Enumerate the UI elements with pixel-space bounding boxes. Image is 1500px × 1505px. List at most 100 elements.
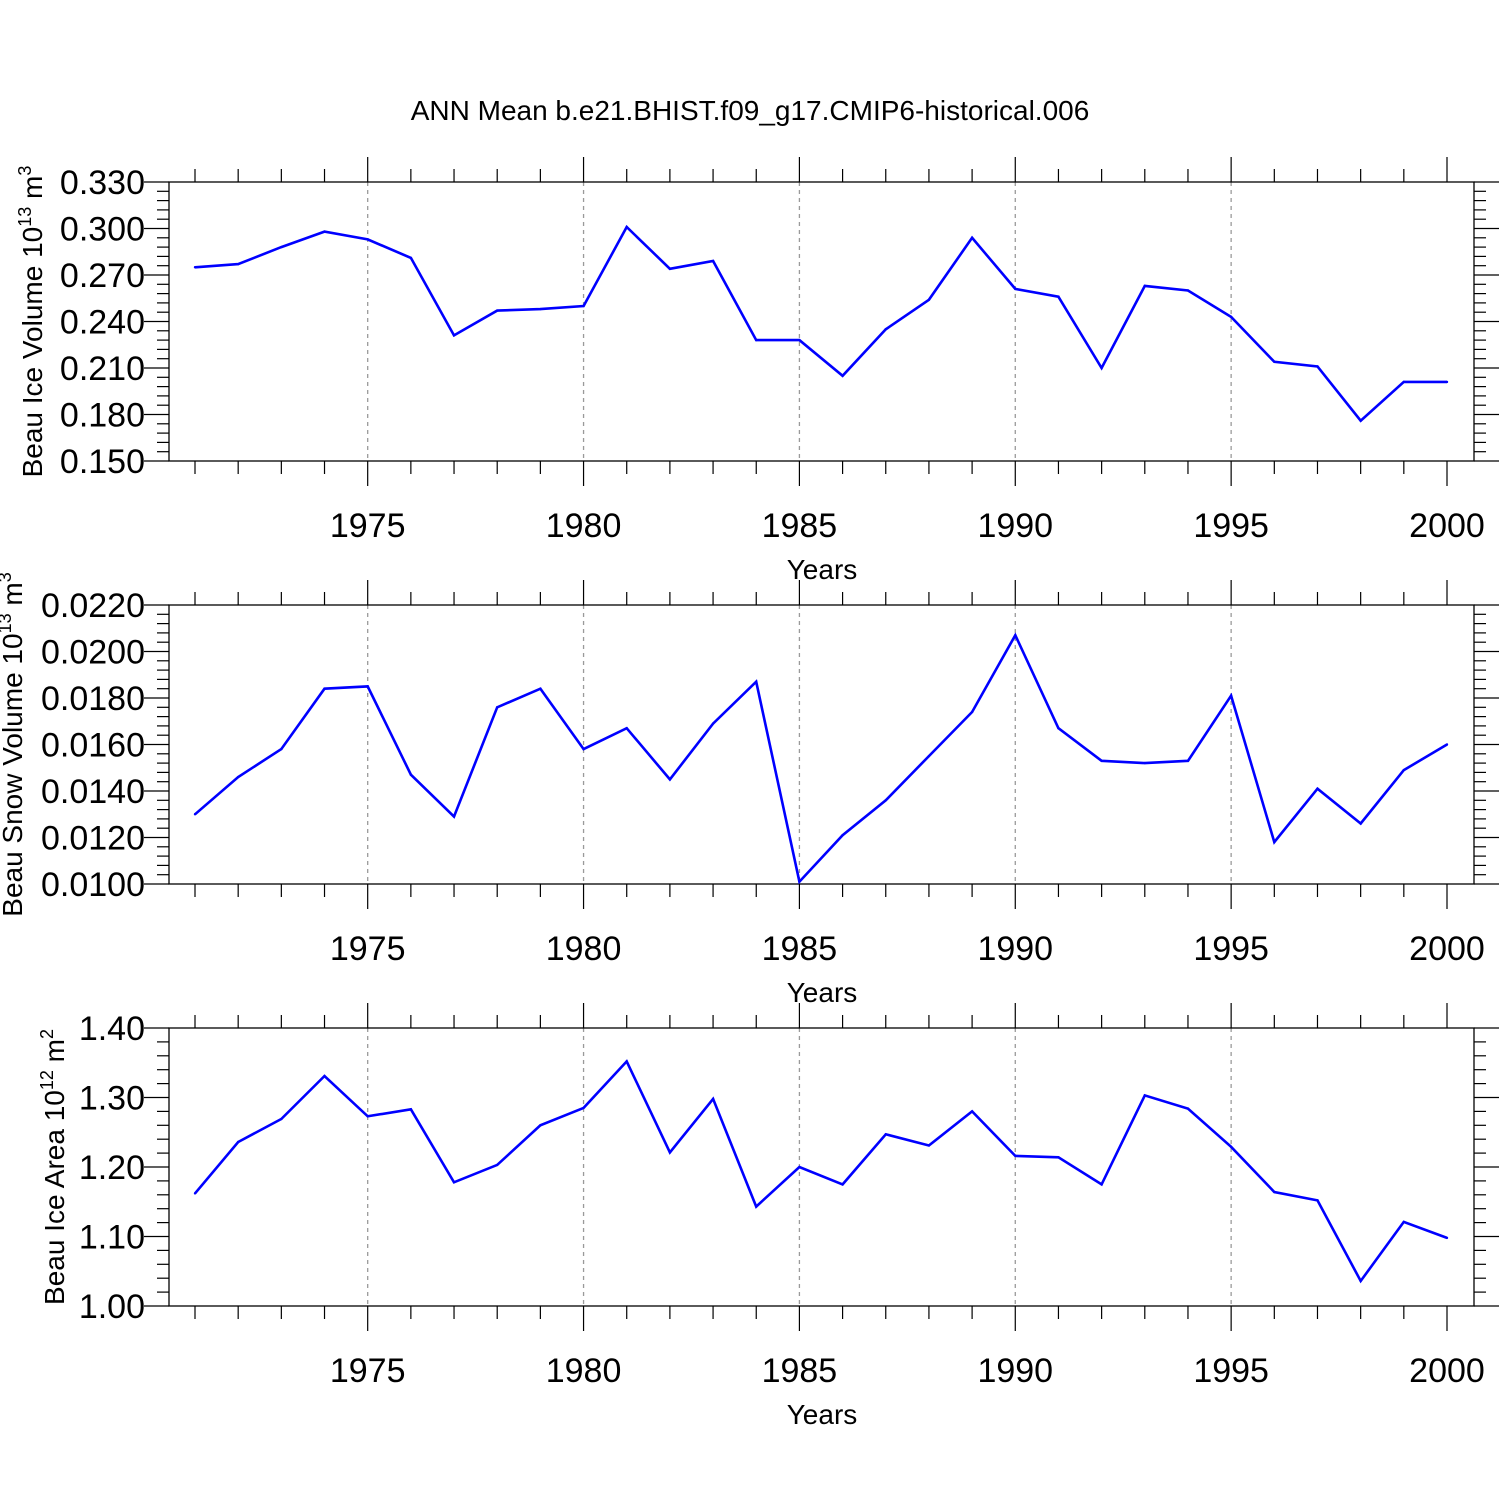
x-tick-label: 1990	[977, 507, 1053, 545]
data-point	[927, 298, 931, 301]
data-point	[1402, 380, 1406, 384]
data-point	[323, 1074, 326, 1078]
plot-frame	[168, 604, 1475, 885]
data-point	[711, 259, 715, 263]
y-axis-label: Beau Ice Volume 1013 m3	[15, 166, 48, 478]
data-point	[1186, 759, 1190, 762]
data-point	[841, 1183, 844, 1186]
data-point	[280, 747, 283, 751]
data-point	[1186, 289, 1190, 292]
data-point	[1273, 1190, 1276, 1194]
data-point	[1359, 419, 1362, 422]
data-point	[668, 1151, 672, 1154]
y-tick-label: 0.210	[60, 350, 145, 388]
x-tick-label: 2000	[1409, 1352, 1485, 1390]
data-point	[193, 1192, 197, 1195]
data-point	[884, 328, 887, 331]
x-tick-label: 1995	[1193, 507, 1269, 545]
y-tick-label: 0.0120	[41, 820, 145, 858]
data-point	[1402, 1220, 1406, 1224]
y-tick-label: 0.0180	[41, 680, 145, 718]
x-tick-label: 1995	[1193, 930, 1269, 968]
data-point	[1359, 822, 1362, 825]
data-point	[1316, 365, 1319, 368]
data-point	[711, 722, 715, 725]
y-tick-label: 0.0200	[41, 634, 145, 672]
chart-title: ANN Mean b.e21.BHIST.f09_g17.CMIP6-histo…	[411, 95, 1090, 126]
data-point	[1057, 727, 1060, 730]
data-point	[1359, 1279, 1362, 1283]
data-point	[841, 833, 844, 837]
data-point	[1273, 360, 1276, 363]
data-point	[884, 1133, 887, 1136]
x-tick-label: 1985	[762, 507, 838, 545]
y-tick-label: 0.180	[60, 397, 145, 435]
data-point	[1402, 768, 1406, 772]
series-line	[194, 632, 1448, 885]
data-point	[798, 880, 801, 883]
data-point	[1316, 1199, 1319, 1202]
data-point	[496, 309, 499, 312]
x-tick-label: 1975	[330, 1352, 406, 1390]
y-axis-label: Beau Snow Volume 1013 m3	[0, 572, 28, 916]
data-point	[193, 266, 197, 269]
x-axis-label: Years	[787, 1399, 858, 1430]
x-tick-label: 1985	[762, 1352, 838, 1390]
data-point	[970, 1110, 974, 1113]
data-point	[927, 754, 931, 758]
data-point	[236, 775, 240, 779]
x-tick-label: 2000	[1409, 930, 1485, 968]
data-point	[1014, 1154, 1017, 1158]
y-tick-label: 0.0160	[41, 727, 145, 765]
y-tick-label: 1.30	[79, 1080, 145, 1118]
data-point	[755, 680, 758, 683]
x-axis-label: Years	[787, 554, 858, 585]
series-line	[194, 224, 1447, 423]
y-tick-label: 0.270	[60, 257, 145, 295]
data-point	[1143, 761, 1146, 765]
data-point	[1273, 840, 1276, 844]
data-point	[1014, 287, 1017, 291]
chart-panel-3: 1.00 1.10 1.20 1.30 1.40 1975 1980 1985 1990 1995…	[37, 1003, 1499, 1430]
y-tick-label: 1.40	[79, 1010, 145, 1048]
data-point	[970, 710, 974, 714]
data-point	[798, 338, 801, 342]
data-point	[452, 334, 456, 337]
data-point	[1229, 315, 1233, 319]
data-point	[582, 304, 585, 308]
x-tick-label: 1975	[330, 930, 406, 968]
data-point	[711, 1097, 715, 1101]
x-tick-label: 2000	[1409, 507, 1485, 545]
data-point	[798, 1165, 801, 1169]
data-point	[236, 262, 240, 266]
data-point	[1143, 284, 1146, 288]
data-point	[409, 773, 413, 776]
y-tick-label: 0.330	[60, 164, 145, 202]
data-point	[1186, 1107, 1190, 1110]
data-point	[1143, 1094, 1146, 1097]
y-tick-label: 0.0220	[41, 587, 145, 625]
data-point	[1445, 1236, 1449, 1240]
data-point	[366, 238, 369, 241]
data-point	[323, 687, 326, 690]
data-point	[409, 1108, 413, 1111]
data-point	[280, 1117, 283, 1121]
data-point	[884, 799, 887, 802]
x-tick-label: 1990	[977, 930, 1053, 968]
y-tick-label: 0.0100	[41, 866, 145, 904]
x-tick-label: 1980	[546, 930, 622, 968]
data-point	[582, 1106, 585, 1110]
data-point	[1445, 380, 1449, 384]
data-point	[539, 687, 542, 690]
data-point	[625, 1060, 628, 1063]
x-tick-label: 1980	[546, 1352, 622, 1390]
data-point	[366, 1115, 369, 1118]
data-point	[1100, 366, 1103, 370]
data-point	[1057, 295, 1060, 298]
data-point	[452, 1181, 456, 1184]
data-point	[1100, 759, 1103, 762]
data-point	[841, 374, 844, 377]
